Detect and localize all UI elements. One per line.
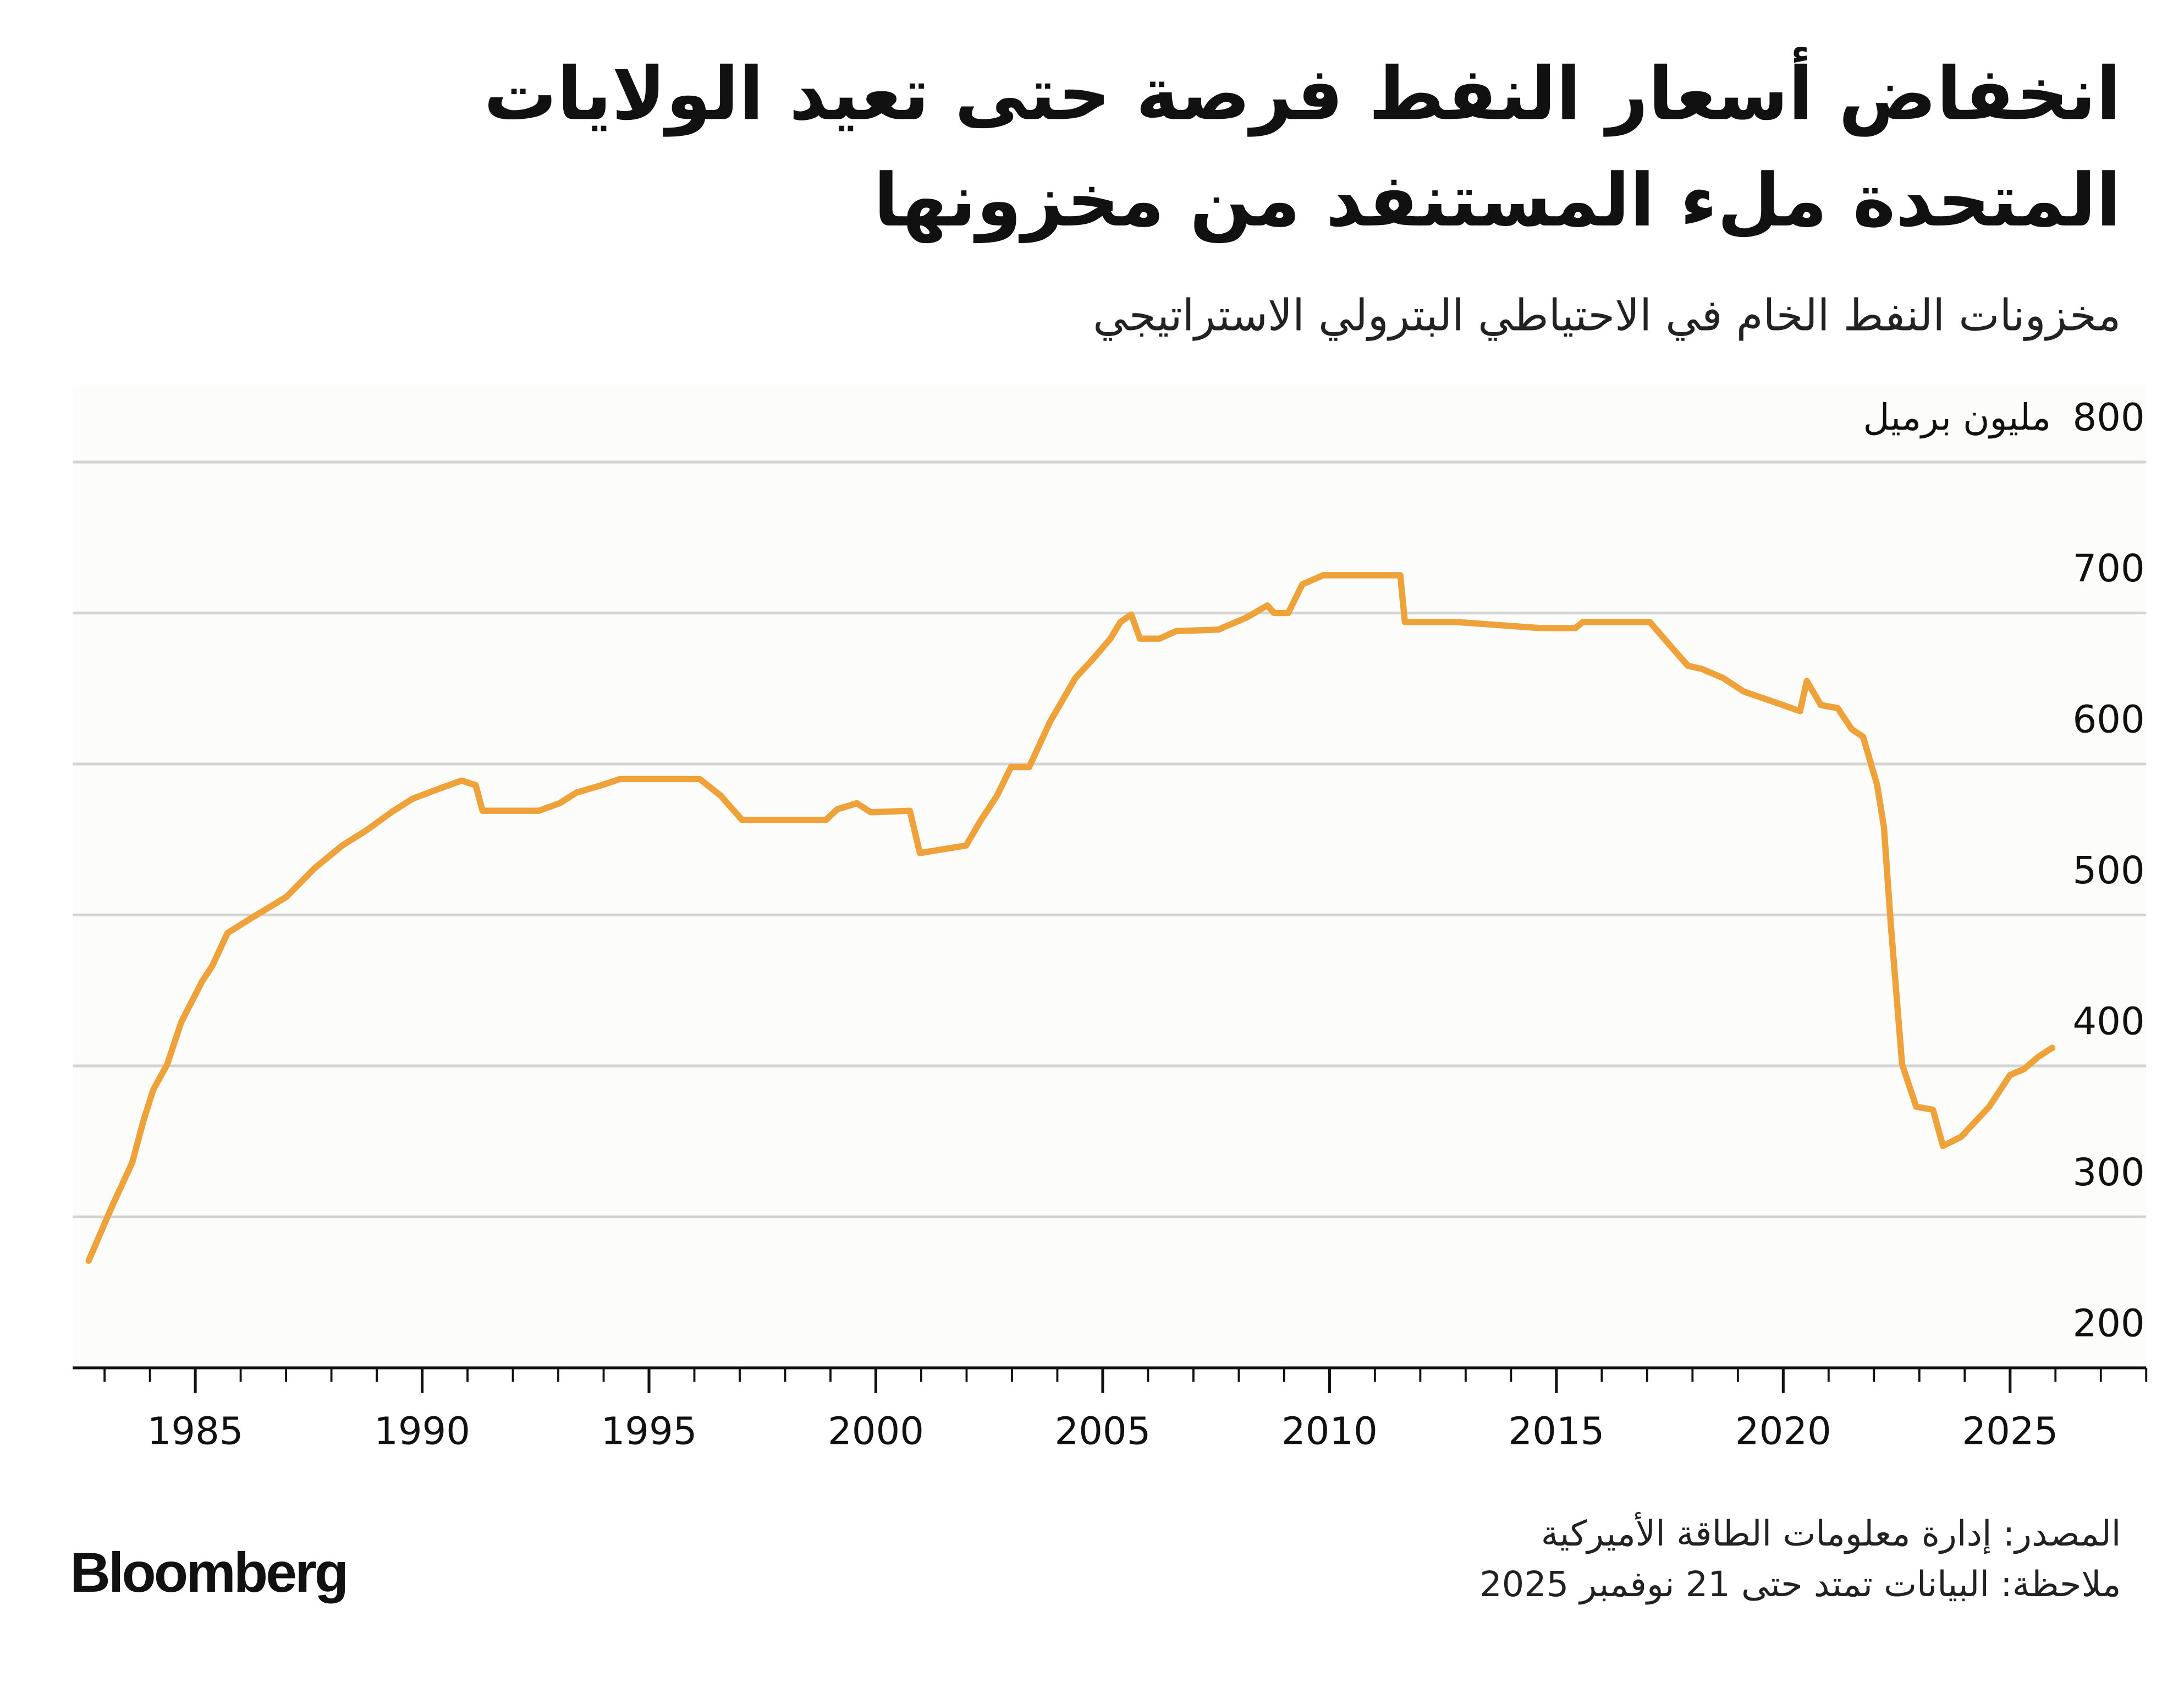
y-tick-label: 800 xyxy=(2073,396,2145,440)
logo: Bloomberg xyxy=(70,1543,349,1605)
footnote: المصدر: إدارة معلومات الطاقة الأميركية م… xyxy=(1479,1509,2121,1610)
x-tick-label: 2010 xyxy=(1281,1410,1378,1454)
chart-title: انخفاض أسعار النفط فرصة حتى تعيد الولايا… xyxy=(484,42,2121,255)
title-line: انخفاض أسعار النفط فرصة حتى تعيد الولايا… xyxy=(483,53,2121,138)
y-tick-label: 300 xyxy=(2073,1151,2145,1195)
y-tick-label: 200 xyxy=(2073,1302,2145,1346)
y-tick-label: 600 xyxy=(2073,698,2145,742)
y-axis-label: مليون برميل xyxy=(1863,397,2051,440)
source: المصدر: إدارة معلومات الطاقة الأميركية xyxy=(1541,1513,2121,1554)
note: ملاحظة: البيانات تمتد حتى 21 نوفمبر 2025 xyxy=(1479,1564,2121,1605)
y-tick-label: 400 xyxy=(2073,1000,2145,1044)
x-tick-label: 2020 xyxy=(1735,1410,1831,1454)
y-tick-label: 700 xyxy=(2073,547,2145,591)
y-tick-label: 500 xyxy=(2073,849,2145,893)
x-tick-label: 2005 xyxy=(1054,1410,1151,1454)
x-tick-label: 1990 xyxy=(374,1410,470,1454)
x-tick-label: 2025 xyxy=(1962,1410,2058,1454)
x-tick-label: 1985 xyxy=(147,1410,244,1454)
x-tick-label: 2015 xyxy=(1508,1410,1604,1454)
subtitle: مخزونات النفط الخام في الاحتياطي البترول… xyxy=(1093,291,2121,342)
x-tick-label: 1995 xyxy=(601,1410,697,1454)
data-line xyxy=(85,572,2056,1264)
x-tick-label: 2000 xyxy=(828,1410,924,1454)
title-line: المتحدة ملء المستنفد من مخزونها xyxy=(873,160,2121,244)
plot-background xyxy=(73,385,2147,1368)
